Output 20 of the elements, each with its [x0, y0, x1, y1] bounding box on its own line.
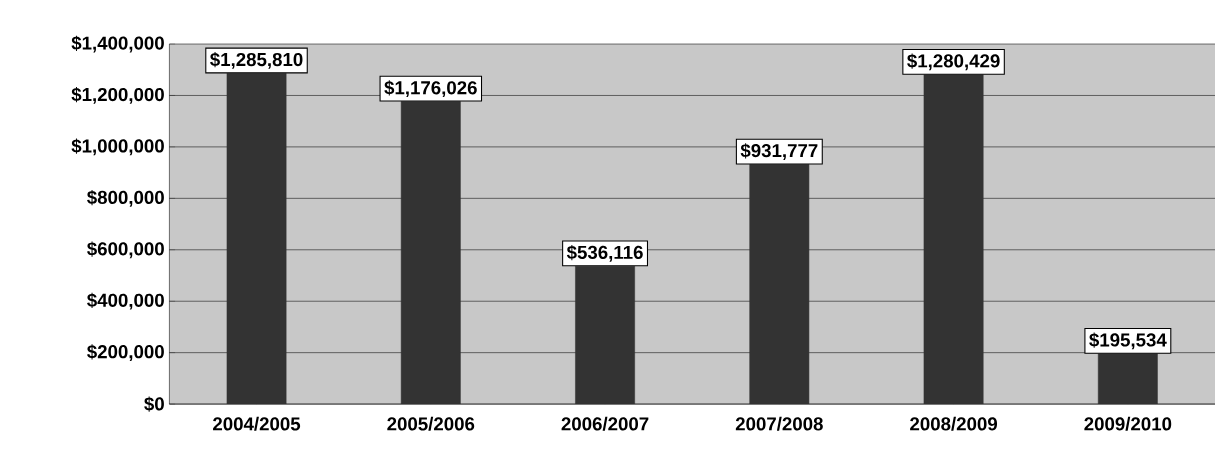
y-tick-label: $1,000,000 [71, 138, 164, 156]
y-tick-label: $200,000 [87, 344, 164, 361]
x-tick-label: 2004/2005 [213, 416, 301, 431]
y-tick-label: $1,200,000 [71, 87, 164, 104]
data-label: $931,777 [740, 143, 818, 160]
y-tick-label: $0 [144, 396, 164, 412]
y-tick-label: $400,000 [87, 292, 164, 310]
x-tick-label: 2007/2008 [735, 416, 823, 431]
data-label: $1,285,810 [210, 52, 303, 69]
y-tick-label: $600,000 [87, 241, 164, 259]
data-label: $1,280,429 [907, 53, 1000, 71]
x-tick-label: 2009/2010 [1084, 416, 1172, 431]
x-tick-label: 2008/2009 [910, 416, 998, 431]
x-tick-label: 2006/2007 [561, 416, 649, 431]
data-label: $195,534 [1089, 332, 1167, 350]
y-tick-label: $1,400,000 [71, 35, 164, 53]
data-label: $536,116 [566, 244, 643, 262]
y-tick-label: $800,000 [87, 189, 164, 207]
x-tick-label: 2005/2006 [387, 416, 475, 431]
data-label: $1,176,026 [384, 80, 477, 98]
